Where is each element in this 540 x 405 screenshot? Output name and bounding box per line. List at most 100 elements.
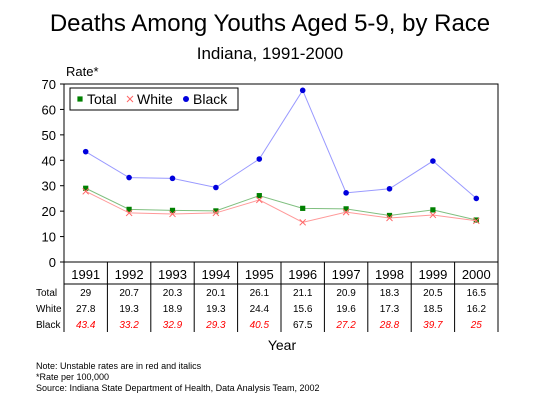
data-point-white [82,187,90,195]
table-row-label: Black [36,320,61,331]
legend-label-total: Total [87,91,117,107]
data-point-total [213,208,219,214]
data-point-total [169,207,176,213]
data-label-total: 26.1 [250,288,270,299]
x-axis-label: Year [268,337,297,353]
x-tick-label: 1998 [375,267,404,282]
data-point-black [299,87,306,94]
data-point-white [342,208,350,216]
y-tick-label: 0 [49,255,56,270]
x-tick-label: 2000 [462,267,491,282]
data-label-total: 20.9 [336,288,356,299]
x-tick-label: 1993 [158,267,187,282]
y-tick-label: 60 [42,102,56,117]
data-label-black: 32.9 [163,320,183,331]
data-label-white: 17.3 [380,304,400,315]
data-label-total: 20.3 [163,288,183,299]
data-point-white [386,214,393,222]
legend-label-white: White [137,91,173,107]
data-label-white: 18.5 [423,304,443,315]
footnote-rate: *Rate per 100,000 [36,372,110,382]
x-tick-label: 1999 [418,267,447,282]
data-point-black [256,156,263,162]
series-line-white [85,190,477,223]
data-label-white: 19.3 [206,304,226,315]
legend: Total White Black [69,87,239,111]
data-label-black: 27.2 [335,320,356,331]
data-label-total: 29 [80,288,92,299]
data-point-white [169,210,176,218]
data-point-black [169,175,176,182]
data-label-black: 40.5 [250,320,270,331]
data-label-total: 18.3 [380,288,400,299]
data-point-total [473,217,479,223]
data-label-total: 16.5 [467,288,487,299]
y-tick-label: 30 [42,179,56,194]
y-tick-label: 10 [42,230,56,245]
data-label-black: 39.7 [423,320,443,331]
plot-frame [63,83,499,263]
data-label-total: 20.5 [423,288,443,299]
data-point-black [473,195,480,202]
series-line-total [85,187,477,221]
data-point-total [126,206,132,212]
data-label-white: 15.6 [293,304,313,315]
plot-area: 0 10 20 30 40 50 60 70 Total White Black [42,77,499,270]
data-point-black [126,174,132,181]
data-label-total: 21.1 [293,288,313,299]
legend-marker-black [183,96,189,102]
data-point-black [82,148,89,155]
data-point-black [213,184,219,191]
data-label-white: 24.4 [250,304,270,315]
data-point-white [299,218,307,226]
data-point-black [386,185,393,192]
data-point-white [255,196,263,204]
table-row-label: Total [36,288,57,299]
data-label-black: 29.3 [205,320,226,331]
y-tick-label: 40 [42,153,56,168]
data-label-black: 28.8 [379,320,400,331]
data-label-black: 33.2 [119,320,139,331]
data-label-white: 19.6 [336,304,356,315]
y-axis-label: Rate* [66,64,99,79]
data-point-total [256,193,262,199]
data-label-white: 27.8 [76,304,96,315]
data-point-black [343,190,349,196]
y-tick-label: 20 [42,204,56,219]
footnote-source: Source: Indiana State Department of Heal… [36,383,320,393]
x-tick-label: 1991 [71,267,100,282]
x-tick-label: 1996 [288,267,317,282]
y-tick-label: 70 [42,77,56,92]
footnote-note: Note: Unstable rates are in red and ital… [36,361,202,371]
y-tick-label: 50 [42,128,56,143]
data-label-white: 18.9 [163,304,183,315]
x-tick-label: 1992 [115,267,144,282]
footnotes: Note: Unstable rates are in red and ital… [36,361,320,394]
legend-marker-white [126,95,134,103]
data-point-total [300,205,306,211]
data-label-total: 20.1 [206,288,226,299]
legend-marker-total [77,96,83,102]
data-label-white: 19.3 [119,304,139,315]
data-point-total [386,212,393,219]
data-point-total [430,207,436,213]
table-row-label: White [36,304,62,315]
data-point-total [343,206,349,212]
chart-subtitle: Indiana, 1991-2000 [196,44,344,63]
data-point-white [125,209,133,217]
data-point-white [212,209,220,217]
data-label-black: 67.5 [293,320,313,331]
x-tick-label: 1995 [245,267,274,282]
data-point-black [430,158,436,164]
data-table: 1991 1992 1993 1994 1995 1996 1997 1998 1999 2000… [36,262,499,332]
data-point-white [429,211,437,219]
data-point-total [83,185,89,191]
chart-title: Deaths Among Youths Aged 5-9, by Race [49,10,491,37]
data-label-white: 16.2 [467,304,487,315]
series-line-black [85,89,477,199]
data-label-total: 20.7 [119,288,139,299]
x-tick-label: 1994 [201,267,230,282]
data-point-white [472,217,480,225]
data-label-black: 43.4 [76,320,96,331]
